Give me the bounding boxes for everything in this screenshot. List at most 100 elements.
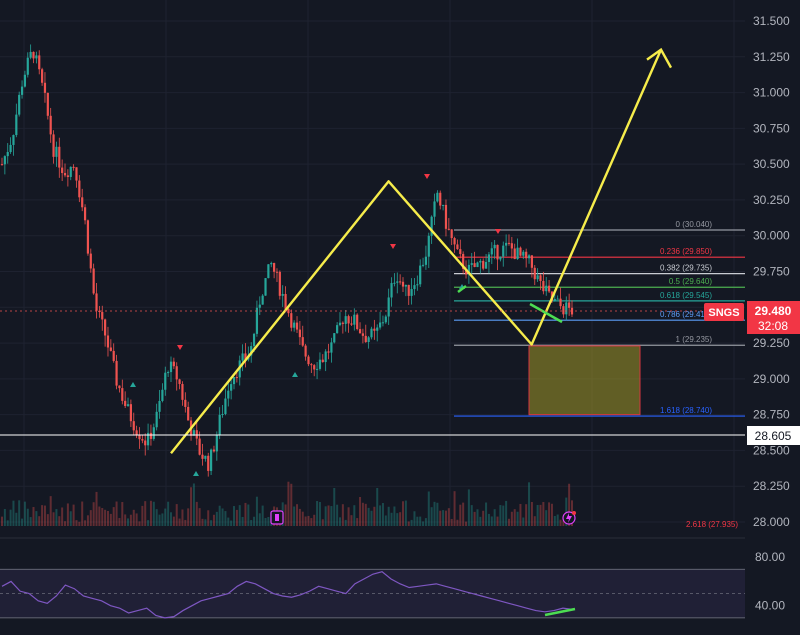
candle-body bbox=[192, 430, 196, 436]
candle-body bbox=[421, 264, 425, 266]
volume-bar bbox=[129, 514, 132, 526]
candle-body bbox=[510, 243, 513, 249]
candle-body bbox=[69, 166, 72, 177]
candle-body bbox=[413, 285, 416, 290]
volume-bar bbox=[462, 502, 465, 526]
candle-body bbox=[295, 322, 299, 330]
candle-body bbox=[442, 204, 445, 206]
volume-bar bbox=[244, 502, 247, 526]
volume-bar bbox=[267, 517, 270, 526]
volume-bar bbox=[181, 509, 184, 526]
candle-body bbox=[459, 249, 462, 254]
candle-body bbox=[129, 404, 132, 422]
candle-body bbox=[15, 114, 18, 136]
candle-body bbox=[141, 439, 144, 441]
volume-bar bbox=[419, 516, 422, 526]
volume-bar bbox=[158, 514, 161, 526]
volume-bar bbox=[241, 516, 244, 526]
sell-signal-icon bbox=[390, 244, 396, 249]
volume-bar bbox=[476, 509, 479, 526]
dividend-event-icon[interactable] bbox=[562, 511, 576, 525]
volume-bar bbox=[422, 521, 425, 526]
volume-bar bbox=[227, 517, 230, 526]
volume-bar bbox=[553, 516, 556, 526]
countdown-value: 32:08 bbox=[758, 319, 788, 333]
volume-bar bbox=[144, 501, 147, 526]
candles bbox=[0, 44, 574, 477]
volume-bar bbox=[542, 502, 545, 526]
volume-bar bbox=[204, 519, 207, 526]
candle-body bbox=[536, 275, 539, 280]
candle-body bbox=[86, 220, 90, 254]
candle-body bbox=[195, 430, 198, 439]
volume-bar bbox=[307, 515, 310, 526]
volume-bar bbox=[161, 513, 164, 526]
candle-body bbox=[241, 353, 244, 361]
volume-bar bbox=[18, 500, 21, 526]
candle-body bbox=[533, 267, 536, 280]
candle-body bbox=[235, 377, 238, 379]
candle-body bbox=[3, 156, 6, 165]
candle-body bbox=[169, 361, 173, 373]
candle-body bbox=[327, 351, 330, 353]
candle-body bbox=[0, 164, 4, 166]
volume-bar bbox=[387, 506, 390, 526]
volume-bar bbox=[530, 501, 533, 526]
candle-body bbox=[321, 359, 324, 363]
candle-body bbox=[29, 51, 32, 58]
markers bbox=[130, 174, 563, 476]
volume-bar bbox=[124, 514, 127, 526]
volume-bar bbox=[9, 509, 12, 526]
volume-bar bbox=[330, 506, 333, 526]
candle-body bbox=[479, 260, 482, 263]
volume-bar bbox=[26, 508, 29, 526]
volume-bar bbox=[46, 514, 49, 526]
candle-body bbox=[410, 289, 413, 296]
volume-bar bbox=[106, 510, 109, 526]
candle-body bbox=[218, 414, 221, 435]
volume-bar bbox=[255, 496, 258, 526]
buy-signal-icon bbox=[292, 372, 298, 377]
candle-body bbox=[439, 192, 442, 206]
candle-body bbox=[287, 308, 290, 314]
volume-bar bbox=[141, 505, 144, 526]
target-zone[interactable] bbox=[528, 345, 641, 416]
volume-bar bbox=[399, 512, 402, 526]
projection-path[interactable] bbox=[170, 47, 673, 455]
volume-bar bbox=[356, 518, 359, 526]
volume-bar bbox=[479, 516, 482, 526]
fibonacci-retracement[interactable]: 0 (30.040) 0.236 (29.850) 0.382 (29.735) 0.… bbox=[454, 220, 745, 529]
volume-bar bbox=[253, 516, 256, 526]
last-price-value: 29.480 bbox=[755, 304, 792, 318]
candle-body bbox=[184, 399, 187, 407]
candle-body bbox=[530, 255, 533, 268]
volume-bar bbox=[290, 483, 293, 526]
candle-body bbox=[453, 238, 456, 245]
earnings-event-icon[interactable] bbox=[270, 510, 284, 525]
candle-body bbox=[261, 295, 264, 305]
divergence-line bbox=[529, 302, 563, 324]
volume-bar bbox=[381, 503, 384, 526]
volume-bar bbox=[470, 505, 473, 526]
candle-body bbox=[101, 312, 104, 320]
candle-body bbox=[367, 337, 370, 343]
candle-body bbox=[75, 167, 78, 181]
candle-body bbox=[152, 427, 155, 439]
volume-bar bbox=[190, 487, 193, 526]
candle-body bbox=[6, 152, 9, 157]
volume-bar bbox=[287, 481, 290, 526]
candle-body bbox=[507, 242, 511, 244]
candle-body bbox=[516, 247, 519, 260]
target-zone-box bbox=[528, 345, 641, 416]
volume-bar bbox=[393, 506, 396, 526]
volume-bar bbox=[545, 510, 548, 526]
rsi-axis[interactable]: 80.00 40.00 bbox=[755, 550, 785, 613]
volume-bar bbox=[502, 505, 505, 526]
rsi-panel[interactable] bbox=[0, 568, 745, 619]
candle-body bbox=[344, 316, 347, 324]
volume-bar bbox=[404, 500, 407, 526]
volume-bar bbox=[301, 511, 304, 526]
volume-bar bbox=[416, 516, 419, 526]
